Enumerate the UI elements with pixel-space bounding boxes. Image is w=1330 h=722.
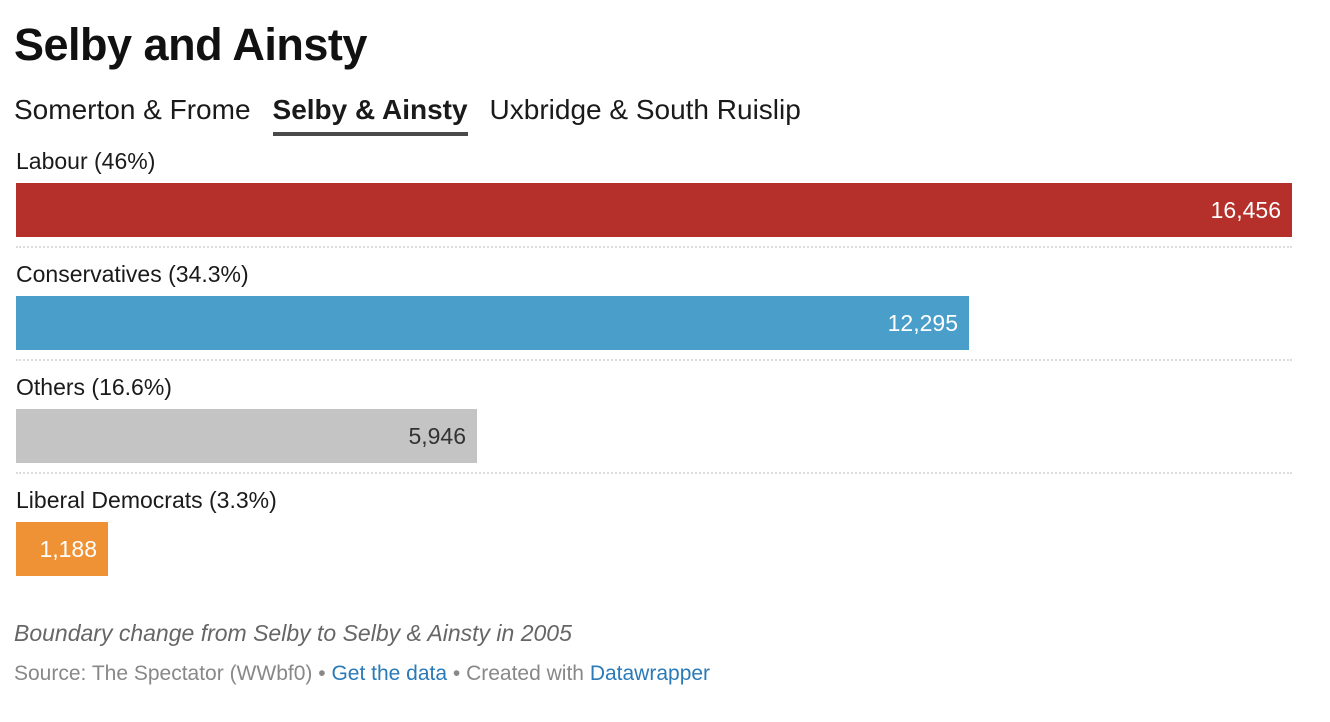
tab-selby-ainsty[interactable]: Selby & Ainsty — [272, 92, 468, 136]
row-divider — [16, 246, 1292, 248]
bar: 12,295 — [16, 296, 969, 350]
created-with-text: Created with — [466, 662, 584, 685]
bar: 16,456 — [16, 183, 1292, 237]
chart-title: Selby and Ainsty — [14, 19, 367, 70]
tab-somerton-frome[interactable]: Somerton & Frome — [14, 94, 251, 125]
bar: 1,188 — [16, 522, 108, 576]
bar-value-label: 12,295 — [887, 310, 958, 336]
bar-value-label: 1,188 — [39, 536, 97, 562]
bar-row: Conservatives (34.3%) 12,295 — [16, 253, 1292, 366]
bar-category-label: Labour (46%) — [16, 148, 156, 174]
bar-value-label: 16,456 — [1210, 197, 1281, 223]
chart-footer: Source: The Spectator (WWbf0) • Get the … — [14, 660, 710, 688]
bar: 5,946 — [16, 409, 477, 463]
footer-separator: • — [318, 662, 326, 685]
bar-row: Liberal Democrats (3.3%) 1,188 — [16, 479, 1292, 592]
bar-category-label: Conservatives (34.3%) — [16, 261, 249, 287]
bar-row: Labour (46%) 16,456 — [16, 140, 1292, 253]
datawrapper-link[interactable]: Datawrapper — [589, 662, 711, 685]
source-text: Source: The Spectator (WWbf0) — [14, 662, 313, 685]
bar-category-label: Others (16.6%) — [16, 374, 172, 400]
footer-separator: • — [452, 662, 461, 685]
bar-category-label: Liberal Democrats (3.3%) — [16, 487, 277, 513]
chart-note: Boundary change from Selby to Selby & Ai… — [14, 620, 572, 646]
constituency-tabs: Somerton & Frome Selby & Ainsty Uxbridge… — [14, 92, 801, 136]
bar-value-label: 5,946 — [408, 423, 466, 449]
get-the-data-link[interactable]: Get the data — [331, 662, 448, 685]
bar-row: Others (16.6%) 5,946 — [16, 366, 1292, 479]
row-divider — [16, 359, 1292, 361]
row-divider — [16, 472, 1292, 474]
tab-uxbridge-south-ruislip[interactable]: Uxbridge & South Ruislip — [489, 94, 801, 125]
